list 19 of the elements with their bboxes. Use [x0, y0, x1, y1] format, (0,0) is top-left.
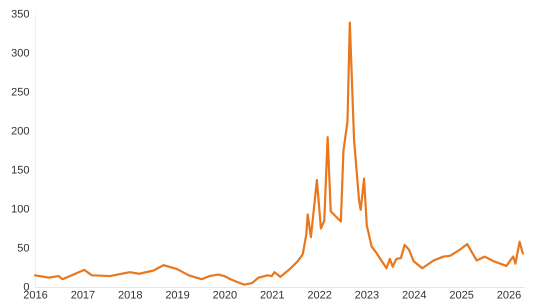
y-tick-label: 300 — [11, 48, 30, 60]
x-tick-label: 2016 — [23, 290, 48, 302]
x-tick-label: 2019 — [165, 290, 190, 302]
x-tick-label: 2018 — [118, 290, 142, 302]
line-series — [34, 21, 524, 286]
x-tick-label: 2021 — [260, 290, 285, 302]
x-tick-label: 2017 — [70, 290, 96, 302]
y-tick-label: 200 — [11, 126, 30, 138]
x-tick-label: 2020 — [212, 290, 238, 302]
x-tick-label: 2024 — [402, 290, 426, 302]
x-tick-label: 2023 — [354, 290, 380, 302]
y-tick-label: 150 — [11, 164, 30, 176]
y-tick-label: 250 — [11, 86, 30, 98]
x-tick-label: 2026 — [496, 290, 522, 302]
y-tick-label: 100 — [11, 204, 30, 216]
y-tick-label: 50 — [17, 242, 30, 254]
x-tick-label: 2022 — [307, 290, 332, 302]
x-tick-label: 2025 — [449, 290, 474, 302]
y-tick-label: 350 — [11, 8, 30, 20]
